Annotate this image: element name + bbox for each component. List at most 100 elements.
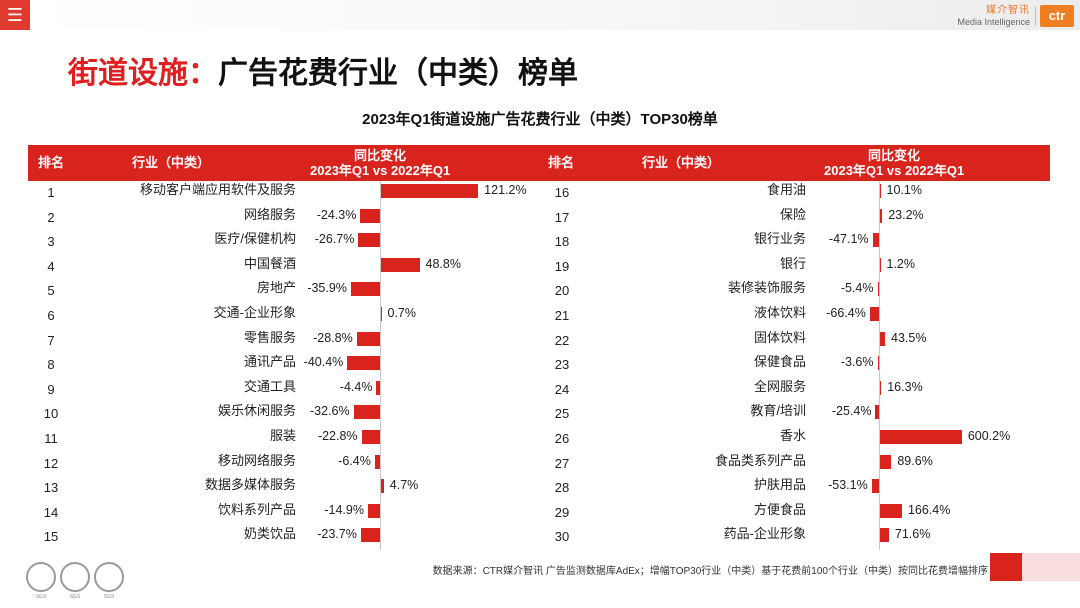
industry-cell: 零售服务	[243, 329, 296, 345]
seal-label: SGS	[69, 594, 81, 600]
page-title-prefix: 街道设施：	[68, 57, 218, 90]
rank-cell: 27	[554, 455, 570, 471]
rank-cell: 5	[47, 283, 55, 299]
industry-cell: 网络服务	[243, 206, 296, 222]
bar-mark	[879, 208, 883, 223]
header-change: 同比变化 2023年Q1 vs 2022年Q1	[310, 148, 450, 178]
industry-cell: 移动网络服务	[217, 452, 296, 468]
rank-cell: 2	[47, 209, 55, 225]
brand-divider	[1035, 6, 1036, 26]
seal-icon	[60, 562, 90, 592]
industry-cell: 中国餐酒	[243, 255, 296, 271]
bar-mark	[875, 405, 879, 420]
bar-mark	[877, 282, 879, 297]
seal-label: SGS	[103, 594, 115, 600]
menu-icon[interactable]: ☰	[0, 0, 30, 30]
seal-icon	[94, 562, 124, 592]
bar-mark	[376, 380, 380, 395]
table-header-left: 排名 行业（中类） 同比变化 2023年Q1 vs 2022年Q1	[28, 145, 536, 181]
page-title-main: 广告花费行业（中类）榜单	[218, 57, 578, 90]
rank-cell: 26	[554, 431, 570, 446]
bar-mark	[358, 233, 380, 248]
industry-cell: 方便食品	[753, 501, 806, 517]
value-label: -26.7%	[314, 232, 355, 247]
industry-cell: 药品-企业形象	[723, 526, 806, 542]
bar-mark	[869, 307, 879, 321]
table-header-right: 排名 行业（中类） 同比变化 2023年Q1 vs 2022年Q1	[536, 145, 1050, 181]
header-industry: 行业（中类）	[642, 155, 721, 170]
rank-cell: 8	[47, 357, 55, 373]
rank-cell: 22	[554, 332, 570, 348]
header-change: 同比变化 2023年Q1 vs 2022年Q1	[824, 148, 964, 178]
rank-cell: 24	[554, 381, 570, 397]
bar-mark	[380, 257, 420, 272]
industry-cell: 液体饮料	[753, 305, 806, 320]
bar-mark	[879, 454, 892, 469]
industry-cell: 护肤用品	[753, 477, 806, 493]
bar-mark	[879, 331, 885, 346]
value-label: -35.9%	[307, 281, 347, 296]
seal-label: SGS	[35, 594, 47, 600]
industry-cell: 食品类系列产品	[714, 452, 806, 468]
value-label: -25.4%	[831, 404, 872, 419]
value-label: 0.7%	[387, 306, 417, 320]
rank-cell: 10	[43, 406, 59, 422]
bar-mark	[872, 233, 879, 248]
value-label: -23.7%	[317, 527, 357, 542]
footer-pink-block	[1022, 553, 1080, 581]
value-label: -40.4%	[303, 355, 344, 370]
industry-cell: 奶类饮品	[243, 526, 296, 542]
value-label: -3.6%	[840, 355, 874, 370]
bar-mark	[360, 208, 380, 223]
value-label: -4.4%	[339, 379, 373, 394]
bar-mark	[879, 430, 962, 444]
value-label: -6.4%	[338, 453, 371, 468]
rank-cell: 6	[47, 308, 55, 323]
bar-mark	[353, 405, 380, 420]
brand: 媒介智讯 Media Intelligence	[957, 6, 1030, 27]
bar-mark	[879, 380, 882, 395]
header-industry: 行业（中类）	[132, 155, 211, 170]
rank-cell: 3	[47, 234, 55, 250]
rank-cell: 14	[43, 504, 59, 520]
rank-cell: 23	[554, 357, 570, 373]
industry-cell: 保健食品	[753, 354, 806, 370]
industry-cell: 固体饮料	[753, 329, 806, 345]
bar-mark	[374, 454, 380, 469]
zero-axis-line	[879, 181, 880, 550]
industry-cell: 医疗/保健机构	[214, 231, 296, 247]
value-label: 71.6%	[894, 527, 931, 542]
value-label: 4.7%	[389, 478, 419, 493]
rank-cell: 1	[47, 185, 55, 200]
industry-cell: 银行	[779, 255, 806, 271]
rank-cell: 18	[554, 234, 570, 250]
header-change-line2: 2023年Q1 vs 2022年Q1	[824, 163, 965, 178]
value-label: 43.5%	[891, 330, 927, 345]
industry-cell: 交通-企业形象	[213, 305, 296, 320]
chart-title: 2023年Q1街道设施广告花费行业（中类）TOP30榜单	[362, 111, 718, 128]
rank-cell: 28	[554, 480, 570, 496]
value-label: 16.3%	[887, 379, 923, 394]
rank-cell: 15	[43, 529, 59, 545]
bar-mark	[879, 503, 902, 518]
top-bar-background	[30, 0, 1080, 30]
rank-cell: 11	[44, 431, 58, 446]
rank-cell: 25	[554, 406, 570, 422]
rank-cell: 21	[554, 308, 570, 323]
bar-mark	[380, 184, 479, 198]
bar-mark	[347, 356, 380, 371]
value-label: 166.4%	[907, 502, 951, 517]
industry-cell: 娱乐休闲服务	[217, 403, 296, 419]
bar-mark	[367, 503, 380, 518]
rank-cell: 20	[554, 283, 570, 299]
top-bar: ☰ 媒介智讯 Media Intelligence ctr	[0, 0, 1080, 30]
rank-cell: 30	[554, 529, 570, 545]
industry-cell: 保险	[779, 206, 806, 222]
header-change-line1: 同比变化	[867, 148, 920, 163]
bar-mark	[356, 331, 380, 346]
value-label: -24.3%	[316, 207, 357, 222]
page-title: 街道设施：广告花费行业（中类）榜单	[68, 48, 578, 92]
industry-cell: 移动客户端应用软件及服务	[139, 182, 296, 197]
value-label: -53.1%	[828, 478, 868, 493]
bar-mark	[350, 282, 380, 297]
